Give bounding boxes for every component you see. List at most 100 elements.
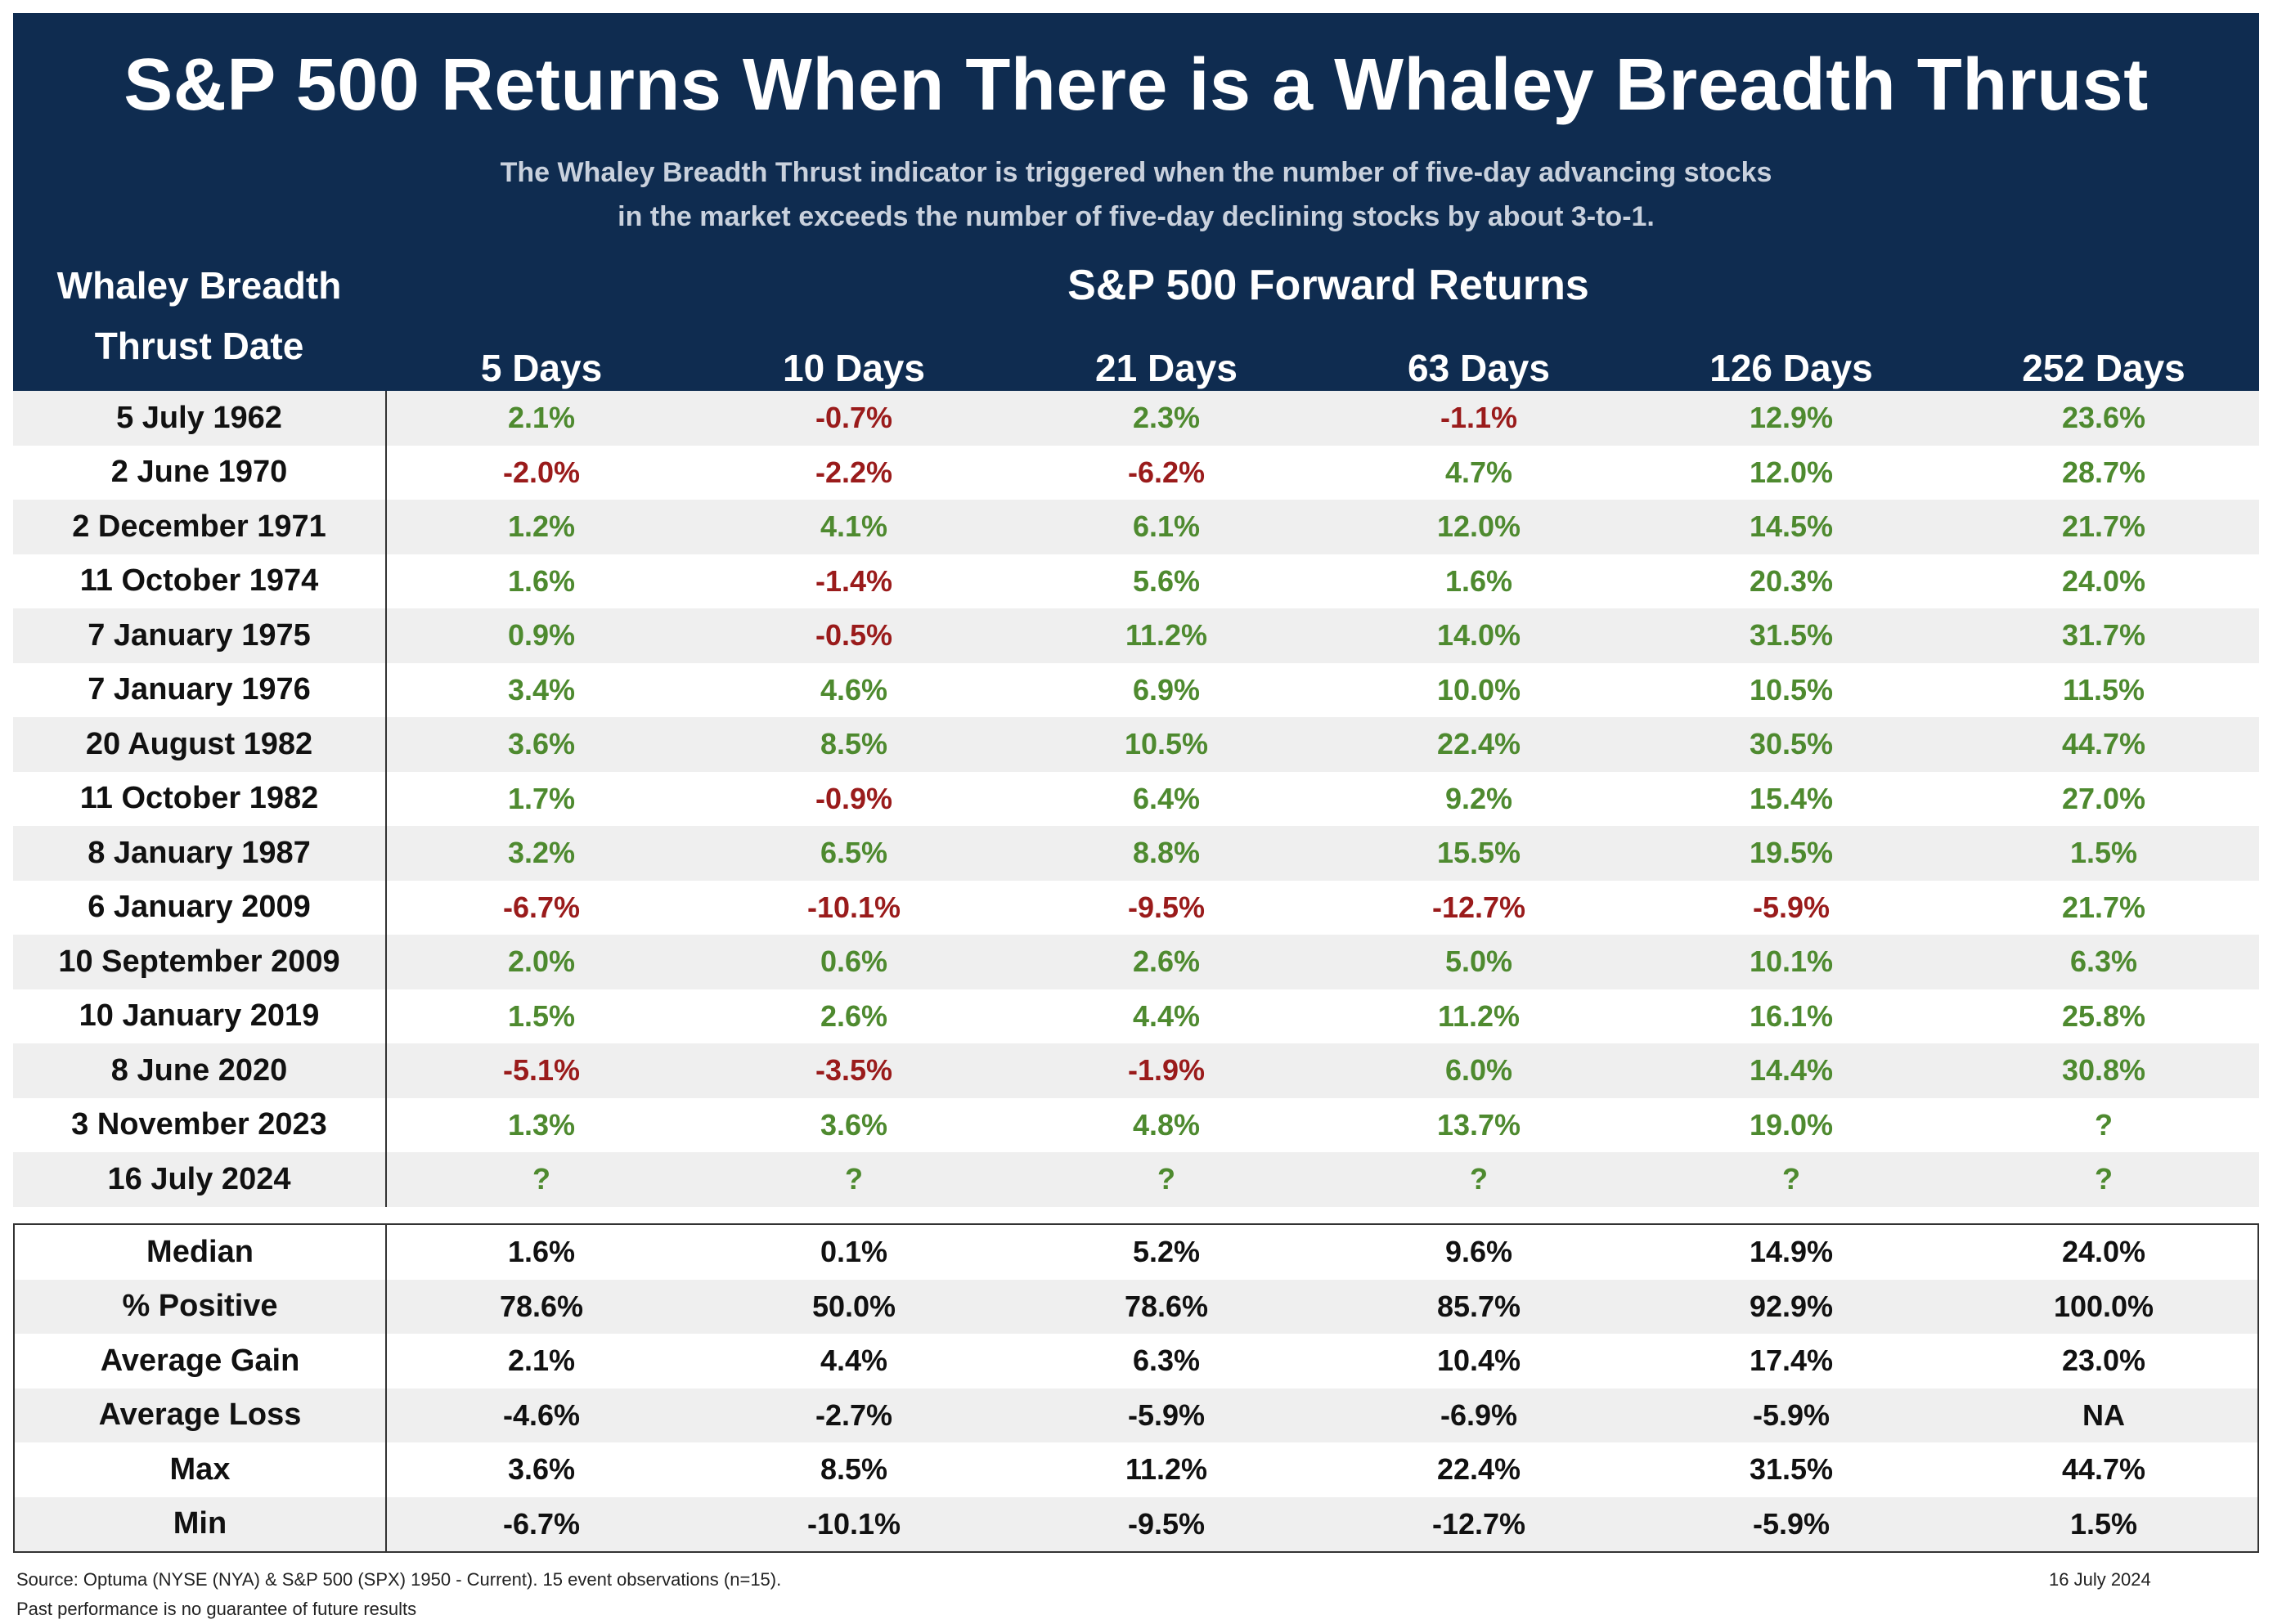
return-cell: -1.1%: [1440, 401, 1518, 435]
return-cell: 1.6%: [507, 563, 576, 598]
return-cell: 28.7%: [2061, 455, 2146, 489]
stat-row: % Positive 78.6% 50.0% 78.6% 85.7% 92.9% 100.0…: [15, 1279, 2257, 1334]
stat-value: 6.3%: [1132, 1344, 1201, 1378]
stat-value: -2.7%: [815, 1397, 893, 1432]
table-header: S&P 500 Returns When There is a Whaley B…: [13, 13, 2259, 391]
stat-label: Average Loss: [98, 1397, 302, 1433]
return-cell: 3.4%: [507, 672, 576, 707]
return-cell: 6.1%: [1132, 509, 1201, 544]
table-row: 8 January 1987 3.2% 6.5% 8.8% 15.5% 19.5% 1.5%: [13, 826, 2259, 881]
thrust-date: 7 January 1976: [88, 672, 311, 707]
subtitle-line-2: in the market exceeds the number of five…: [618, 201, 1655, 232]
return-cell: 24.0%: [2061, 563, 2146, 598]
stat-value: 78.6%: [499, 1289, 584, 1323]
return-cell: -5.9%: [1752, 890, 1831, 924]
return-cell: 30.5%: [1749, 727, 1834, 761]
thrust-date: 16 July 2024: [107, 1161, 291, 1196]
page-title: S&P 500 Returns When There is a Whaley B…: [124, 44, 2149, 126]
table-row: 5 July 1962 2.1% -0.7% 2.3% -1.1% 12.9% 23.6%: [13, 391, 2259, 446]
stat-value: 1.5%: [2069, 1506, 2138, 1541]
return-cell: ?: [2095, 1162, 2113, 1196]
return-cell: -1.9%: [1127, 1053, 1206, 1088]
source-note: Source: Optuma (NYSE (NYA) & S&P 500 (SP…: [16, 1569, 782, 1590]
return-cell: 2.1%: [507, 401, 576, 435]
table-row: 20 August 1982 3.6% 8.5% 10.5% 22.4% 30.5% 44.…: [13, 717, 2259, 772]
event-rows-divider: [385, 391, 387, 1207]
stat-value: 24.0%: [2061, 1235, 2146, 1269]
return-cell: ?: [2095, 1107, 2113, 1142]
return-cell: 12.0%: [1436, 509, 1521, 544]
table-row: 2 December 1971 1.2% 4.1% 6.1% 12.0% 14.5% 21.…: [13, 500, 2259, 554]
return-cell: 16.1%: [1749, 998, 1834, 1033]
stat-value: 31.5%: [1749, 1452, 1834, 1487]
table-row: 10 September 2009 2.0% 0.6% 2.6% 5.0% 10.1% 6.…: [13, 935, 2259, 989]
forward-returns-header: S&P 500 Forward Returns: [1067, 262, 1589, 309]
thrust-date: 6 January 2009: [88, 890, 311, 925]
return-cell: 1.5%: [2069, 836, 2138, 870]
thrust-date: 20 August 1982: [85, 726, 313, 761]
column-header: 5 Days: [480, 347, 603, 389]
date-column-header: Whaley Breadth Thrust Date: [13, 255, 385, 376]
return-cell: 19.0%: [1749, 1107, 1834, 1142]
stat-row: Max 3.6% 8.5% 11.2% 22.4% 31.5% 44.7%: [15, 1442, 2257, 1497]
stat-value: 10.4%: [1436, 1344, 1521, 1378]
subtitle-line-1: The Whaley Breadth Thrust indicator is t…: [500, 157, 1772, 188]
return-cell: 15.4%: [1749, 781, 1834, 815]
stat-value: -4.6%: [502, 1397, 581, 1432]
return-cell: 31.5%: [1749, 618, 1834, 653]
return-cell: 0.6%: [820, 944, 888, 979]
return-cell: -2.0%: [502, 455, 581, 489]
return-cell: 10.0%: [1436, 672, 1521, 707]
table-row: 8 June 2020 -5.1% -3.5% -1.9% 6.0% 14.4% 30.8%: [13, 1043, 2259, 1098]
return-cell: -1.4%: [815, 563, 893, 598]
return-cell: -10.1%: [806, 890, 901, 924]
return-cell: 1.7%: [507, 781, 576, 815]
stat-value: 4.4%: [820, 1344, 888, 1378]
thrust-date: 3 November 2023: [71, 1107, 327, 1142]
table-row: 11 October 1982 1.7% -0.9% 6.4% 9.2% 15.4% 27.…: [13, 772, 2259, 827]
footer-date: 16 July 2024: [2049, 1569, 2151, 1590]
return-cell: 27.0%: [2061, 781, 2146, 815]
stat-value: 78.6%: [1124, 1289, 1209, 1323]
return-cell: -5.1%: [502, 1053, 581, 1088]
return-cell: 22.4%: [1436, 727, 1521, 761]
return-cell: 4.8%: [1132, 1107, 1201, 1142]
stat-value: -5.9%: [1127, 1397, 1206, 1432]
return-cell: 44.7%: [2061, 727, 2146, 761]
stat-value: -5.9%: [1752, 1397, 1831, 1432]
stat-label: Average Gain: [100, 1343, 300, 1378]
return-cell: 11.5%: [2062, 672, 2145, 707]
return-cell: 0.9%: [507, 618, 576, 653]
thrust-date: 5 July 1962: [116, 400, 282, 435]
return-cell: 10.5%: [1124, 727, 1209, 761]
return-cell: 6.9%: [1132, 672, 1201, 707]
subtitle: The Whaley Breadth Thrust indicator is t…: [13, 150, 2259, 239]
stat-value: 9.6%: [1444, 1235, 1513, 1269]
return-cell: 6.5%: [820, 836, 888, 870]
thrust-date: 8 June 2020: [110, 1052, 288, 1088]
stat-value: 0.1%: [820, 1235, 888, 1269]
return-cell: 21.7%: [2061, 890, 2146, 924]
table-row: 7 January 1975 0.9% -0.5% 11.2% 14.0% 31.5% 31…: [13, 608, 2259, 663]
return-cell: 4.7%: [1444, 455, 1513, 489]
return-cell: 2.6%: [820, 998, 888, 1033]
thrust-date: 11 October 1982: [79, 781, 319, 816]
return-cell: 3.2%: [507, 836, 576, 870]
stat-value: 17.4%: [1749, 1344, 1834, 1378]
stat-row: Average Loss -4.6% -2.7% -5.9% -6.9% -5.9% NA: [15, 1388, 2257, 1442]
stat-value: 22.4%: [1436, 1452, 1521, 1487]
return-cell: 9.2%: [1444, 781, 1513, 815]
stat-row: Min -6.7% -10.1% -9.5% -12.7% -5.9% 1.5%: [15, 1496, 2257, 1551]
return-cell: 14.4%: [1749, 1053, 1834, 1088]
stat-label: % Positive: [122, 1289, 278, 1324]
table-row: 3 November 2023 1.3% 3.6% 4.8% 13.7% 19.0%?: [13, 1098, 2259, 1153]
return-cell: 1.3%: [507, 1107, 576, 1142]
disclaimer-note: Past performance is no guarantee of futu…: [16, 1599, 417, 1619]
return-cell: -2.2%: [815, 455, 893, 489]
return-cell: 5.6%: [1132, 563, 1201, 598]
stat-row: Median 1.6% 0.1% 5.2% 9.6% 14.9% 24.0%: [15, 1225, 2257, 1280]
return-cell: 23.6%: [2061, 401, 2146, 435]
return-cell: 6.4%: [1132, 781, 1201, 815]
return-cell: 30.8%: [2061, 1053, 2146, 1088]
